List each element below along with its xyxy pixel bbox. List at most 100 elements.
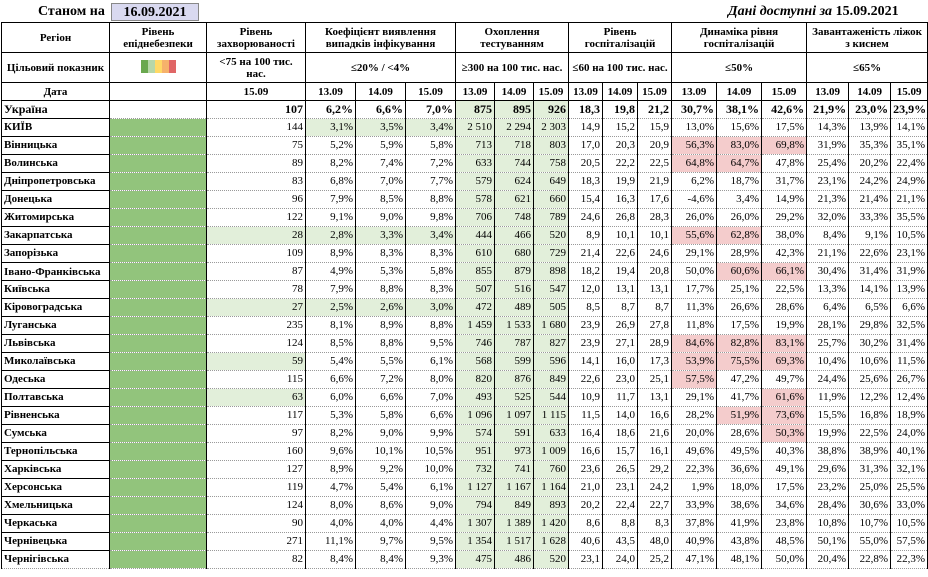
region-name: Луганська bbox=[1, 316, 110, 335]
incidence-value: 59 bbox=[206, 352, 306, 371]
table-row: Хмельницька 124 8,0% 8,6% 9,0% 794 849 893 20,2 2… bbox=[1, 496, 928, 515]
oxy-value: 6,4% bbox=[806, 298, 850, 317]
detection-value: 9,9% bbox=[404, 424, 457, 443]
testing-value: 1 628 bbox=[533, 532, 570, 551]
detection-value: 6,6% bbox=[305, 370, 356, 389]
incidence-value: 78 bbox=[206, 280, 306, 299]
testing-value: 2 510 bbox=[455, 118, 496, 137]
testing-value: 849 bbox=[494, 496, 535, 515]
col-region: Регіон bbox=[1, 22, 110, 53]
dyn-value: 56,3% bbox=[671, 136, 718, 155]
detection-value: 9,0% bbox=[355, 424, 406, 443]
detection-value: 8,2% bbox=[305, 424, 356, 443]
table-row: Луганська 235 8,1% 8,9% 8,8% 1 459 1 533 1 680 2… bbox=[1, 316, 928, 335]
region-name: Полтавська bbox=[1, 388, 110, 407]
detection-value: 6,6% bbox=[355, 100, 406, 119]
risk-level-cell bbox=[109, 496, 207, 515]
risk-legend bbox=[109, 52, 207, 83]
table-row: Чернівецька 271 11,1% 9,7% 9,5% 1 354 1 517 1 6… bbox=[1, 532, 928, 551]
dyn-value: 28,9% bbox=[716, 244, 763, 263]
hosp-value: 18,2 bbox=[568, 262, 604, 281]
hosp-value: 23,0 bbox=[602, 370, 639, 389]
testing-value: 895 bbox=[494, 100, 535, 119]
dyn-value: 60,6% bbox=[716, 262, 763, 281]
detection-value: 8,4% bbox=[305, 550, 356, 569]
detection-value: 8,5% bbox=[355, 190, 406, 209]
incidence-value: 117 bbox=[206, 406, 306, 425]
detection-value: 3,0% bbox=[404, 298, 457, 317]
testing-value: 544 bbox=[533, 388, 570, 407]
detection-value: 5,5% bbox=[355, 352, 406, 371]
risk-level-cell bbox=[109, 406, 207, 425]
incidence-value: 124 bbox=[206, 334, 306, 353]
risk-level-cell bbox=[109, 550, 207, 569]
data-available-date: 15.09.2021 bbox=[835, 4, 899, 19]
risk-level-cell bbox=[109, 100, 207, 119]
oxy-value: 38,8% bbox=[806, 442, 850, 461]
dyn-value: 13,0% bbox=[671, 118, 718, 137]
testing-value: 827 bbox=[533, 334, 570, 353]
testing-value: 1 517 bbox=[494, 532, 535, 551]
incidence-value: 124 bbox=[206, 496, 306, 515]
testing-value: 849 bbox=[533, 370, 570, 389]
detection-value: 9,3% bbox=[404, 550, 457, 569]
detection-value: 8,0% bbox=[305, 496, 356, 515]
as-of-date[interactable]: 16.09.2021 bbox=[111, 3, 199, 21]
detection-target: ≤20% / <4% bbox=[304, 52, 457, 83]
oxy-value: 10,6% bbox=[848, 352, 892, 371]
oxy-value: 24,9% bbox=[890, 172, 928, 191]
detection-value: 2,5% bbox=[305, 298, 356, 317]
region-name: Донецька bbox=[1, 190, 110, 209]
table-row: Кіровоградська 27 2,5% 2,6% 3,0% 472 489 505 8,5… bbox=[1, 298, 928, 317]
testing-value: 1 354 bbox=[455, 532, 496, 551]
oxy-value: 31,9% bbox=[890, 262, 928, 281]
risk-swatch-red-icon bbox=[168, 59, 176, 73]
dyn-value: 25,1% bbox=[716, 280, 763, 299]
region-name: Миколаївська bbox=[1, 352, 110, 371]
detection-value: 8,2% bbox=[305, 154, 356, 173]
hosp-value: 23,1 bbox=[568, 550, 604, 569]
oxy-value: 24,2% bbox=[848, 172, 892, 191]
hosp-value: 14,9 bbox=[568, 118, 604, 137]
testing-value: 466 bbox=[494, 226, 535, 245]
oxy-value: 35,1% bbox=[890, 136, 928, 155]
dyn-value: 50,0% bbox=[761, 550, 808, 569]
detection-value: 2,8% bbox=[305, 226, 356, 245]
hosp-value: 11,7 bbox=[602, 388, 639, 407]
testing-value: 706 bbox=[455, 208, 496, 227]
dyn-value: 75,5% bbox=[716, 352, 763, 371]
hosp-value: 24,0 bbox=[602, 550, 639, 569]
testing-value: 516 bbox=[494, 280, 535, 299]
hosp-value: 13,1 bbox=[637, 388, 673, 407]
testing-value: 578 bbox=[455, 190, 496, 209]
hosp-value: 13,1 bbox=[637, 280, 673, 299]
risk-level-cell bbox=[109, 190, 207, 209]
risk-swatch-green-icon bbox=[140, 59, 148, 73]
hosp-value: 14,0 bbox=[602, 406, 639, 425]
dyn-value: 42,6% bbox=[761, 100, 808, 119]
oxy-value: 40,1% bbox=[890, 442, 928, 461]
hosp-value: 16,6 bbox=[568, 442, 604, 461]
detection-value: 9,2% bbox=[355, 460, 406, 479]
oxy-value: 19,9% bbox=[806, 424, 850, 443]
region-name: Хмельницька bbox=[1, 496, 110, 515]
hosp-value: 18,6 bbox=[602, 424, 639, 443]
hosp-value: 21,4 bbox=[568, 244, 604, 263]
table-row: Чернігівська 82 8,4% 8,4% 9,3% 475 486 520 23,1 2… bbox=[1, 550, 928, 569]
detection-value: 9,1% bbox=[305, 208, 356, 227]
testing-value: 760 bbox=[533, 460, 570, 479]
hosp-value: 15,2 bbox=[602, 118, 639, 137]
hosp-value: 27,8 bbox=[637, 316, 673, 335]
incidence-value: 83 bbox=[206, 172, 306, 191]
oxy-target: ≤65% bbox=[806, 52, 928, 83]
hosp-value: 17,6 bbox=[637, 190, 673, 209]
col-incidence: Рівень захворюваності bbox=[206, 22, 306, 53]
oxy-value: 29,6% bbox=[806, 460, 850, 479]
dyn-value: 62,8% bbox=[716, 226, 763, 245]
col-testing: Охоплення тестуванням bbox=[455, 22, 570, 53]
detection-value: 6,6% bbox=[404, 406, 457, 425]
testing-value: 520 bbox=[533, 550, 570, 569]
detection-value: 5,9% bbox=[355, 136, 406, 155]
hosp-value: 16,6 bbox=[637, 406, 673, 425]
dyn-value: 37,8% bbox=[671, 514, 718, 533]
